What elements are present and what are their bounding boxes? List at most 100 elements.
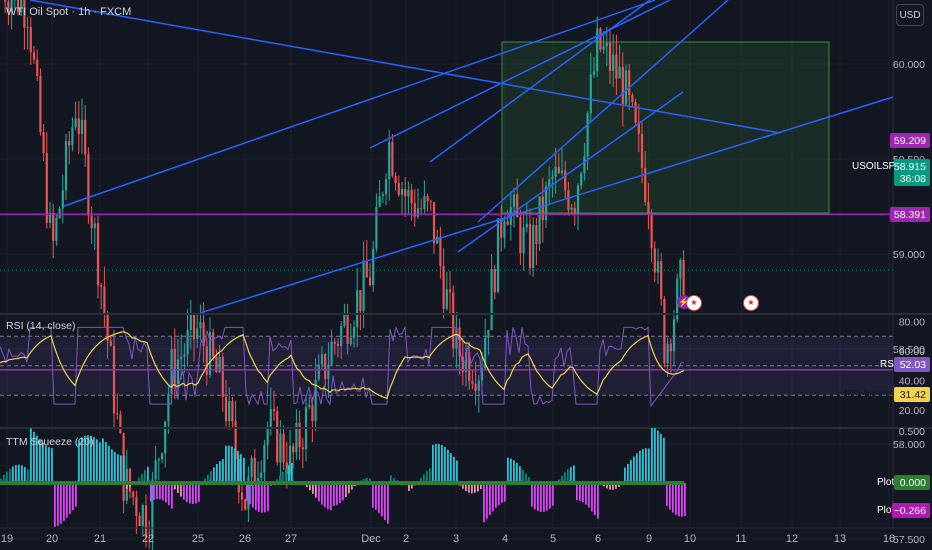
candle-body (167, 394, 170, 422)
candle-body (656, 261, 660, 273)
squeeze-bar (321, 483, 323, 505)
squeeze-bar (639, 450, 641, 483)
candle-body (212, 332, 215, 357)
candle-body (544, 186, 548, 221)
squeeze-bar (648, 448, 650, 483)
candle-body (189, 314, 192, 330)
squeeze-bar (441, 445, 443, 483)
candle-body (58, 208, 61, 219)
candle-body (525, 223, 528, 228)
squeeze-bar (666, 483, 668, 507)
squeeze-bar (12, 466, 14, 483)
candle-body (669, 343, 672, 352)
squeeze-bar (21, 465, 23, 483)
squeeze-bar (309, 483, 311, 491)
rsi-tick-label: 60.00 (899, 346, 925, 358)
squeeze-bar (90, 435, 92, 483)
candle-body (173, 348, 176, 385)
squeeze-bar (42, 442, 44, 483)
candle-body (183, 354, 186, 357)
squeeze-bar (228, 445, 230, 483)
squeeze-bar (267, 483, 269, 512)
candle-body (164, 421, 167, 454)
candle-body (413, 203, 416, 217)
squeeze-bar (363, 478, 365, 483)
candle-body (292, 445, 295, 453)
squeeze-bar (576, 483, 578, 501)
squeeze-bar (561, 475, 563, 483)
candle-body (448, 289, 452, 293)
squeeze-bar (78, 439, 80, 483)
squeeze-bar (81, 437, 83, 483)
candle-body (519, 217, 522, 254)
candle-body (272, 409, 276, 412)
squeeze-bar (456, 460, 458, 483)
squeeze-bar (327, 483, 329, 510)
candle-body (400, 188, 404, 195)
rsi-ma-line (0, 331, 685, 400)
squeeze-bar (543, 483, 545, 512)
squeeze-bar (453, 456, 455, 483)
candle-body (644, 167, 647, 202)
position-box[interactable] (501, 41, 830, 214)
squeeze-bar (102, 438, 104, 483)
squeeze-bar (318, 483, 320, 502)
candle-body (423, 196, 426, 209)
candle-body (381, 194, 384, 197)
squeeze-bar (84, 435, 86, 483)
squeeze-bar (315, 483, 317, 498)
squeeze-bar (255, 483, 257, 511)
candle-body (244, 499, 247, 510)
candle-body (61, 190, 64, 209)
squeeze-bar (69, 483, 71, 515)
squeeze-bar (540, 483, 542, 512)
squeeze-bar (291, 462, 293, 483)
trend-lines[interactable] (29, 0, 894, 314)
candle-body (224, 396, 228, 422)
squeeze-bar (384, 483, 386, 521)
time-axis[interactable]: 19 20 21 22 25 26 27 Dec 2 3 4 5 6 9 10 11 12 13 16 (1, 533, 895, 545)
squeeze-bar (99, 442, 101, 483)
squeeze-bar (519, 466, 521, 483)
time-tick-label: 27 (285, 533, 297, 545)
candle-body (528, 223, 532, 269)
currency-button[interactable]: USD (896, 4, 924, 26)
squeeze-bar (498, 483, 500, 505)
squeeze-bar (45, 445, 47, 483)
candle-body (333, 341, 336, 344)
squeeze-bar (507, 457, 509, 483)
candle-body (452, 292, 455, 349)
squeeze-bar (207, 474, 209, 483)
candle-body (266, 426, 269, 446)
squeeze-bar (153, 483, 155, 500)
squeeze-bar (582, 483, 584, 503)
candle-body (359, 290, 362, 311)
candle-body (180, 356, 183, 360)
trend-line (429, 0, 651, 163)
squeeze-bar (3, 474, 5, 483)
squeeze-bar (258, 483, 260, 512)
squeeze-bar (387, 483, 389, 524)
horizontal-levels[interactable] (0, 213, 893, 371)
candle-body (160, 453, 164, 460)
us-flag-icon[interactable]: ★ (686, 295, 702, 311)
candle-body (653, 248, 656, 273)
trend-line (477, 0, 729, 223)
squeeze-bar (594, 483, 596, 516)
candle-body (36, 59, 39, 76)
squeeze-bar (54, 483, 56, 527)
candle-body (45, 153, 48, 223)
squeeze-bar (525, 473, 527, 483)
squeeze-bar (339, 483, 341, 504)
us-flag-icon[interactable]: ★ (743, 295, 759, 311)
candle-body (682, 259, 685, 295)
squeeze-bar (372, 483, 374, 508)
squeeze-bar (114, 452, 116, 483)
candle-body (573, 207, 576, 215)
squeeze-bar (312, 483, 314, 494)
plot1-value-tag: 0.000 (894, 475, 930, 490)
candle-body (429, 201, 432, 203)
candle-body (151, 479, 154, 539)
